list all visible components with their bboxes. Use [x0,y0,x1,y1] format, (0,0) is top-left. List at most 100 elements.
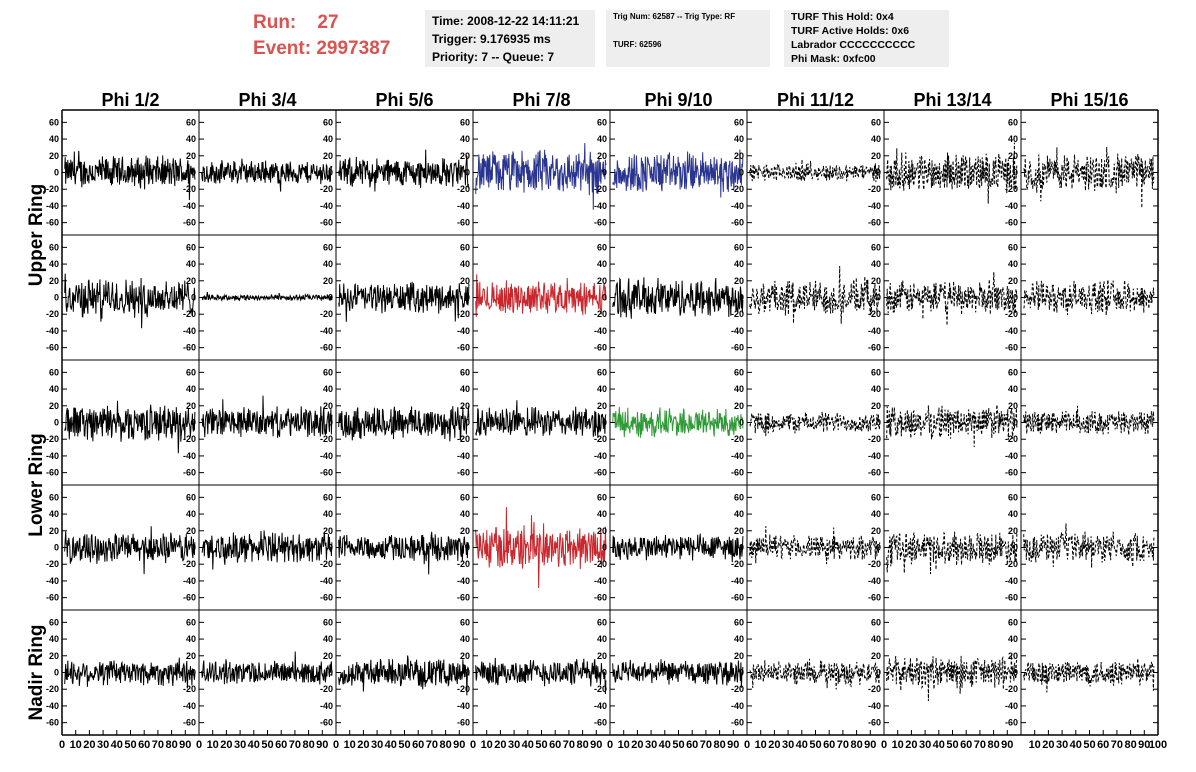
x-tick-label: 0 [607,739,613,751]
x-tick-label: 60 [1097,739,1109,751]
waveform-trace [886,142,1018,204]
y-tick-label: -20 [183,559,196,569]
y-tick-label: -40 [46,451,59,461]
y-tick-label: -40 [1005,451,1018,461]
y-tick-label: -20 [594,184,607,194]
y-tick-label: 60 [1008,367,1018,377]
y-tick-label: -20 [594,309,607,319]
x-tick-label: 30 [234,739,246,751]
column-header: Phi 9/10 [644,90,712,110]
y-tick-label: 0 [465,293,470,303]
waveform-trace [1023,279,1155,316]
y-tick-label: -60 [183,718,196,728]
y-tick-label: 60 [597,492,607,502]
y-tick-label: 0 [54,293,59,303]
y-tick-label: 60 [734,117,744,127]
x-tick-label: 20 [357,739,369,751]
waveform-trace [475,274,607,318]
y-tick-label: -60 [183,593,196,603]
trig-num-line: Trig Num: 62587 -- Trig Type: RF [613,12,736,21]
y-tick-label: 20 [460,276,470,286]
y-tick-label: -40 [1005,201,1018,211]
y-tick-label: -20 [457,434,470,444]
y-tick-label: 20 [49,276,59,286]
x-tick-label: 50 [535,739,547,751]
column-header: Phi 5/6 [375,90,433,110]
y-tick-label: 60 [460,117,470,127]
y-tick-label: 20 [323,526,333,536]
y-tick-label: 0 [191,168,196,178]
waveform-trace [64,657,196,689]
y-tick-label: 20 [1008,151,1018,161]
y-tick-label: -40 [868,201,881,211]
y-tick-label: 20 [871,526,881,536]
y-tick-label: 40 [597,384,607,394]
waveform-trace [612,149,744,198]
y-tick-label: 20 [871,276,881,286]
y-tick-label: 20 [186,151,196,161]
x-tick-label: 40 [522,739,534,751]
y-tick-label: 0 [54,543,59,553]
y-tick-label: -40 [183,451,196,461]
y-tick-label: -20 [183,684,196,694]
x-tick-label: 40 [385,739,397,751]
y-tick-label: 40 [49,634,59,644]
waveform-trace [612,406,744,438]
y-tick-label: 20 [186,401,196,411]
x-tick-label: 80 [165,739,177,751]
y-tick-label: -20 [1005,434,1018,444]
waveform-trace [64,400,196,454]
x-tick-label: 0 [59,739,65,751]
y-tick-label: -60 [46,718,59,728]
turf-hold-line: TURF This Hold: 0x4 [791,11,894,23]
waveform-trace [338,531,470,575]
y-tick-label: -60 [183,218,196,228]
x-tick-label: 40 [1070,739,1082,751]
y-tick-label: -40 [594,701,607,711]
x-tick-label: 30 [371,739,383,751]
x-tick-label: 60 [138,739,150,751]
y-tick-label: -40 [46,576,59,586]
y-tick-label: 60 [49,117,59,127]
x-tick-label: 60 [960,739,972,751]
y-tick-label: -20 [594,559,607,569]
waveform-trace [201,530,333,570]
y-tick-label: 40 [49,384,59,394]
waveform-trace [201,158,333,192]
y-tick-label: 20 [597,276,607,286]
y-tick-label: 60 [1008,117,1018,127]
y-tick-label: 20 [734,401,744,411]
y-tick-label: 0 [739,668,744,678]
y-tick-label: 0 [465,668,470,678]
y-tick-label: 20 [1008,276,1018,286]
y-tick-label: -60 [457,718,470,728]
x-tick-label: 70 [152,739,164,751]
y-tick-label: 20 [460,151,470,161]
y-tick-label: 60 [460,367,470,377]
ring-label: Nadir Ring [26,624,47,720]
y-tick-label: 20 [323,651,333,661]
y-tick-label: -20 [868,434,881,444]
y-tick-label: 20 [1008,651,1018,661]
y-tick-label: -60 [868,343,881,353]
turf-active-line: TURF Active Holds: 0x6 [791,25,910,37]
x-tick-label: 10 [755,739,767,751]
y-tick-label: 20 [460,401,470,411]
trigger-line: Trigger: 9.176935 ms [432,32,551,46]
y-tick-label: 40 [734,634,744,644]
y-tick-label: 0 [191,543,196,553]
waveform-trace [749,658,881,690]
x-tick-label: 70 [837,739,849,751]
x-tick-label: 10 [70,739,82,751]
x-tick-label: 20 [1042,739,1054,751]
turf-info-box: TURF This Hold: 0x4 TURF Active Holds: 0… [784,10,949,67]
y-tick-label: -40 [594,326,607,336]
x-tick-label: 20 [83,739,95,751]
y-tick-label: 0 [191,668,196,678]
x-tick-label: 20 [905,739,917,751]
y-tick-label: 60 [597,242,607,252]
y-tick-label: 40 [323,509,333,519]
y-tick-label: 0 [1013,293,1018,303]
y-tick-label: -60 [594,218,607,228]
y-tick-label: 20 [597,526,607,536]
